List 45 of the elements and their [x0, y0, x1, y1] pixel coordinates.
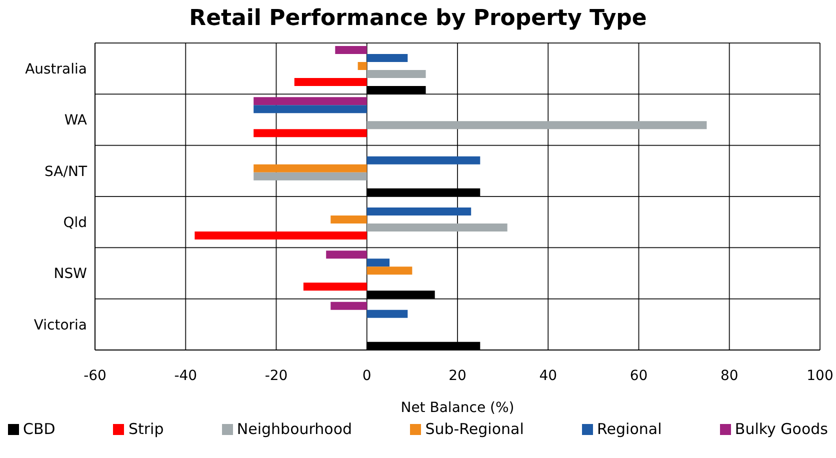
x-tick-label: 80	[720, 368, 738, 384]
bar	[366, 156, 480, 164]
bar	[254, 97, 367, 106]
bar	[330, 216, 367, 224]
x-tick-label: -40	[174, 368, 198, 384]
bar	[366, 258, 390, 267]
y-tick-label: Victoria	[34, 317, 87, 334]
legend-label: CBD	[23, 420, 56, 438]
x-tick-label: 40	[539, 368, 558, 384]
bar	[303, 282, 367, 291]
bar	[366, 121, 707, 130]
legend-label: Neighbourhood	[236, 420, 352, 438]
bar	[366, 266, 412, 275]
bar	[254, 172, 367, 180]
x-tick-label: -60	[84, 368, 106, 384]
bar	[366, 208, 472, 216]
bar	[254, 164, 367, 172]
x-tick-label: -20	[264, 368, 288, 384]
bar	[330, 302, 367, 310]
bar	[366, 310, 408, 318]
bar	[326, 250, 367, 259]
bar	[366, 224, 508, 232]
x-tick-label: 100	[806, 368, 834, 384]
y-tick-label: Australia	[25, 62, 87, 78]
x-tick-label: 20	[448, 368, 466, 384]
y-tick-label: Qld	[63, 215, 87, 232]
bar	[366, 70, 426, 78]
bar	[254, 129, 367, 138]
bar	[358, 62, 367, 70]
x-tick-label: 60	[630, 368, 648, 384]
x-axis-title: Net Balance (%)	[400, 400, 514, 416]
legend-label: Bulky Goods	[734, 420, 828, 438]
bar	[294, 78, 367, 86]
legend-label: Sub-Regional	[425, 420, 524, 438]
y-tick-label: WA	[64, 112, 88, 129]
bar	[254, 105, 367, 114]
x-tick-label: 0	[362, 368, 372, 384]
legend-label: Regional	[597, 420, 662, 438]
bar	[366, 54, 408, 62]
y-tick-label: SA/NT	[44, 164, 88, 180]
bar	[194, 232, 367, 240]
legend-label: Strip	[128, 420, 164, 438]
bar	[335, 46, 367, 54]
y-tick-label: NSW	[54, 266, 88, 282]
chart-title: Retail Performance by Property Type	[188, 5, 648, 33]
